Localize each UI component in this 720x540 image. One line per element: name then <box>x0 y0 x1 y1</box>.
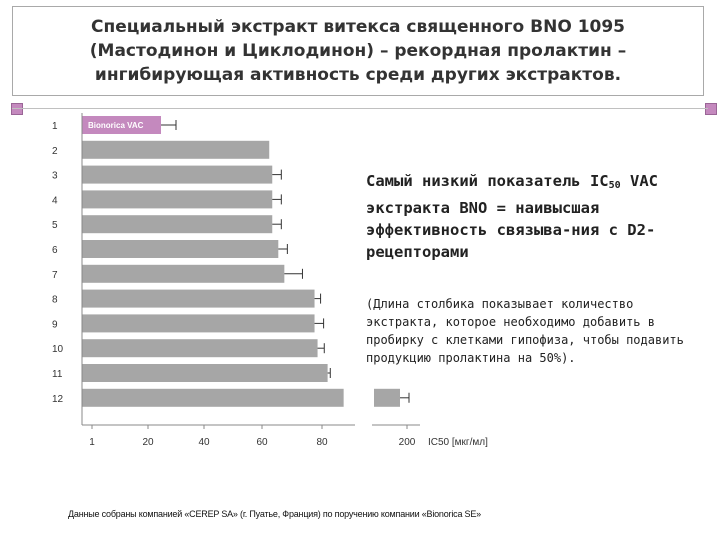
note-text: (Длина столбика показывает количество эк… <box>366 297 684 365</box>
category-label: 7 <box>52 270 58 281</box>
category-label: 2 <box>52 146 58 157</box>
category-label: 1 <box>52 121 58 132</box>
callout-part2: VAC экстракта BNO = наивысшая эффективно… <box>366 172 659 261</box>
x-tick-label: 1 <box>89 437 95 448</box>
category-label: 5 <box>52 220 58 231</box>
category-label: 10 <box>52 344 64 355</box>
category-label: 12 <box>52 394 64 405</box>
category-label: 8 <box>52 295 58 306</box>
accent-square-right <box>705 103 717 115</box>
bar <box>82 240 279 258</box>
category-label: 3 <box>52 171 58 182</box>
x-tick-label: 60 <box>256 437 268 448</box>
callout-text: Самый низкий показатель IC50 VAC экстрак… <box>366 170 696 263</box>
bar <box>82 364 328 382</box>
bar <box>82 388 344 407</box>
highlight-tag <box>83 116 161 134</box>
category-label: 9 <box>52 319 58 330</box>
accent-square-left <box>11 103 23 115</box>
callout-subscript: 50 <box>608 180 621 191</box>
bar <box>82 314 315 333</box>
x-tick-label: 200 <box>399 437 416 448</box>
bar <box>82 339 318 358</box>
title-box: Специальный экстракт витекса священного … <box>12 6 704 96</box>
bar <box>82 264 285 283</box>
x-tick-label: 80 <box>316 437 328 448</box>
bar <box>82 289 315 308</box>
bar <box>82 215 273 234</box>
category-label: 6 <box>52 245 58 256</box>
footer-source: Данные собраны компанией «CEREP SA» (г. … <box>68 509 481 519</box>
category-label: 4 <box>52 195 58 206</box>
divider-line <box>12 108 708 109</box>
bar <box>82 190 273 209</box>
category-label: 11 <box>52 369 63 380</box>
x-tick-label: 40 <box>198 437 210 448</box>
callout-part1: Самый низкий показатель IC <box>366 172 609 190</box>
highlight-tag-text: Bionorica VAC <box>88 121 144 130</box>
x-axis-label: IC50 [мкг/мл] <box>428 437 488 448</box>
bar <box>82 140 270 159</box>
bar <box>82 165 273 184</box>
bar-tail <box>374 388 400 407</box>
slide-title: Специальный экстракт витекса священного … <box>89 17 627 85</box>
x-tick-label: 20 <box>142 437 154 448</box>
